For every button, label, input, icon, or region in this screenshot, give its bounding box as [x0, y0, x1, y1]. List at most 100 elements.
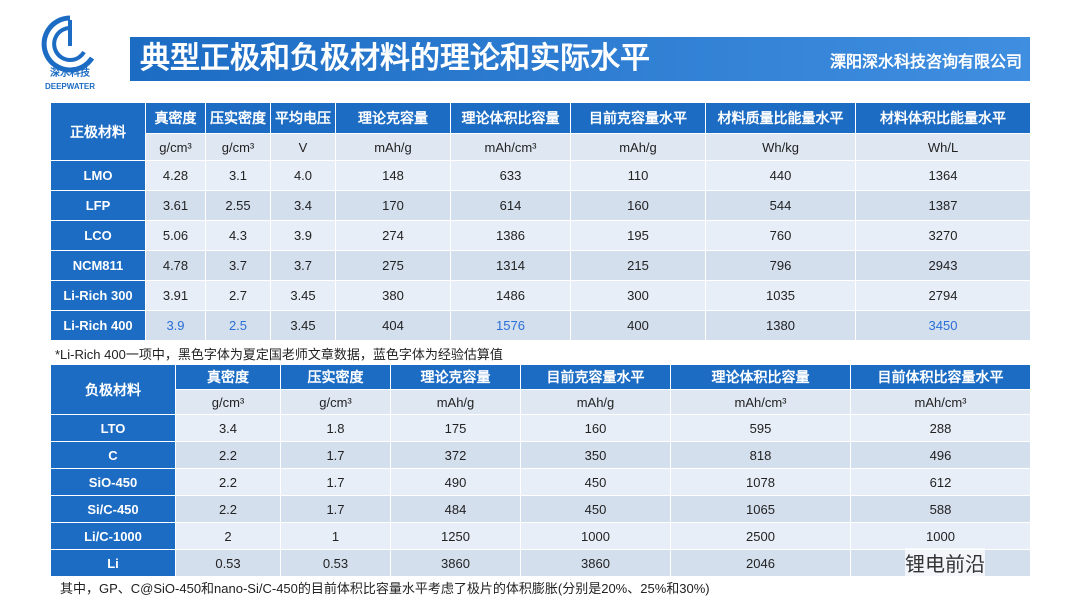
footer: 其中，GP、C@SiO-450和nano-Si/C-450的目前体积比容量水平考…: [60, 581, 710, 596]
cell: 484: [390, 495, 521, 523]
cell: 3.9: [270, 220, 336, 251]
cell: 588: [850, 495, 1031, 523]
cell: 215: [570, 250, 706, 281]
cell: 614: [450, 190, 571, 221]
cell: 400: [570, 310, 706, 341]
cell: 1314: [450, 250, 571, 281]
row: Li/C-1000 2 1 1250 1000 2500 1000: [50, 522, 1031, 550]
column-header: 理论克容量: [390, 364, 521, 390]
title-banner: [130, 37, 1030, 81]
cell: 2.2: [175, 468, 281, 496]
row-label: LFP: [50, 190, 146, 221]
row: C 2.2 1.7 372 350 818 496: [50, 441, 1031, 469]
cell: 4.0: [270, 160, 336, 191]
cell: 1.7: [280, 441, 391, 469]
column-header: 材料质量比能量水平: [705, 102, 856, 134]
cell: 3.4: [270, 190, 336, 221]
cell: 3.9: [145, 310, 206, 341]
cell: 2500: [670, 522, 851, 550]
cell: 380: [335, 280, 451, 311]
cell: 3.45: [270, 280, 336, 311]
column-header: 压实密度: [205, 102, 271, 134]
cell: 1364: [855, 160, 1031, 191]
cell: 490: [390, 468, 521, 496]
cell: 1486: [450, 280, 571, 311]
row-label: SiO-450: [50, 468, 176, 496]
row: LCO 5.06 4.3 3.9 274 1386 195 760 3270: [50, 220, 1031, 251]
cell: 2.5: [205, 310, 271, 341]
row-label: C: [50, 441, 176, 469]
column-header: 压实密度: [280, 364, 391, 390]
cell: 440: [705, 160, 856, 191]
logo: 深水科技 DEEPWATER: [41, 15, 95, 91]
row-label: LCO: [50, 220, 146, 251]
cell: 1250: [390, 522, 521, 550]
row-label: NCM811: [50, 250, 146, 281]
cell: 1000: [850, 522, 1031, 550]
cell: 3.7: [270, 250, 336, 281]
cell: 0.53: [175, 549, 281, 577]
cell: 5.06: [145, 220, 206, 251]
cell: 4.78: [145, 250, 206, 281]
cell: 818: [670, 441, 851, 469]
header-row: 正极材料 真密度 压实密度 平均电压 理论克容量 理论体积比容量 目前克容量水平 材料质量比能…: [50, 102, 1031, 161]
cell: 1078: [670, 468, 851, 496]
cell: 2.7: [205, 280, 271, 311]
cell: 1: [280, 522, 391, 550]
column-header: 理论体积比容量: [670, 364, 851, 390]
cell: 1.8: [280, 414, 391, 442]
unit: g/cm³: [175, 389, 281, 415]
cell: 496: [850, 441, 1031, 469]
cell: 195: [570, 220, 706, 251]
cell: 760: [705, 220, 856, 251]
row: NCM811 4.78 3.7 3.7 275 1314 215 796 2943: [50, 250, 1031, 281]
cell: 274: [335, 220, 451, 251]
cell: 612: [850, 468, 1031, 496]
cell: 1387: [855, 190, 1031, 221]
column-header: 目前克容量水平: [520, 364, 671, 390]
row-label: LMO: [50, 160, 146, 191]
column-header: 理论克容量: [335, 102, 451, 134]
unit: mAh/g: [570, 133, 706, 161]
cell: 160: [520, 414, 671, 442]
cathode-table: 正极材料 真密度 压实密度 平均电压 理论克容量 理论体积比容量 目前克容量水平 材料质量比能…: [50, 102, 1031, 341]
row: Si/C-450 2.2 1.7 484 450 1065 588: [50, 495, 1031, 523]
cell: 404: [335, 310, 451, 341]
cell: 633: [450, 160, 571, 191]
row-label: Li-Rich 400: [50, 310, 146, 341]
unit: V: [270, 133, 336, 161]
row: LMO 4.28 3.1 4.0 148 633 110 440 1364: [50, 160, 1031, 191]
column-header: 正极材料: [50, 102, 146, 161]
cell: 3.91: [145, 280, 206, 311]
column-header: 材料体积比能量水平: [855, 102, 1031, 134]
unit: g/cm³: [205, 133, 271, 161]
cell: 288: [850, 414, 1031, 442]
row-label: Li: [50, 549, 176, 577]
cell: 110: [570, 160, 706, 191]
cell: 796: [705, 250, 856, 281]
column-header: 平均电压: [270, 102, 336, 134]
column-header: 真密度: [175, 364, 281, 390]
cell: 4.28: [145, 160, 206, 191]
unit: Wh/kg: [705, 133, 856, 161]
row-label: Li/C-1000: [50, 522, 176, 550]
cell: 3.4: [175, 414, 281, 442]
column-header: 目前体积比容量水平: [850, 364, 1031, 390]
column-header: 目前克容量水平: [570, 102, 706, 134]
row: LTO 3.4 1.8 175 160 595 288: [50, 414, 1031, 442]
unit: mAh/cm³: [850, 389, 1031, 415]
unit: g/cm³: [145, 133, 206, 161]
unit: mAh/g: [520, 389, 671, 415]
cell: 1000: [520, 522, 671, 550]
cell: 3.61: [145, 190, 206, 221]
cell: 3450: [855, 310, 1031, 341]
row: Li-Rich 300 3.91 2.7 3.45 380 1486 300 1035 2794: [50, 280, 1031, 311]
cell: 148: [335, 160, 451, 191]
cell: 2: [175, 522, 281, 550]
unit: Wh/L: [855, 133, 1031, 161]
cell: 3860: [520, 549, 671, 577]
cell: 3.7: [205, 250, 271, 281]
unit: mAh/g: [390, 389, 521, 415]
cell: 372: [390, 441, 521, 469]
